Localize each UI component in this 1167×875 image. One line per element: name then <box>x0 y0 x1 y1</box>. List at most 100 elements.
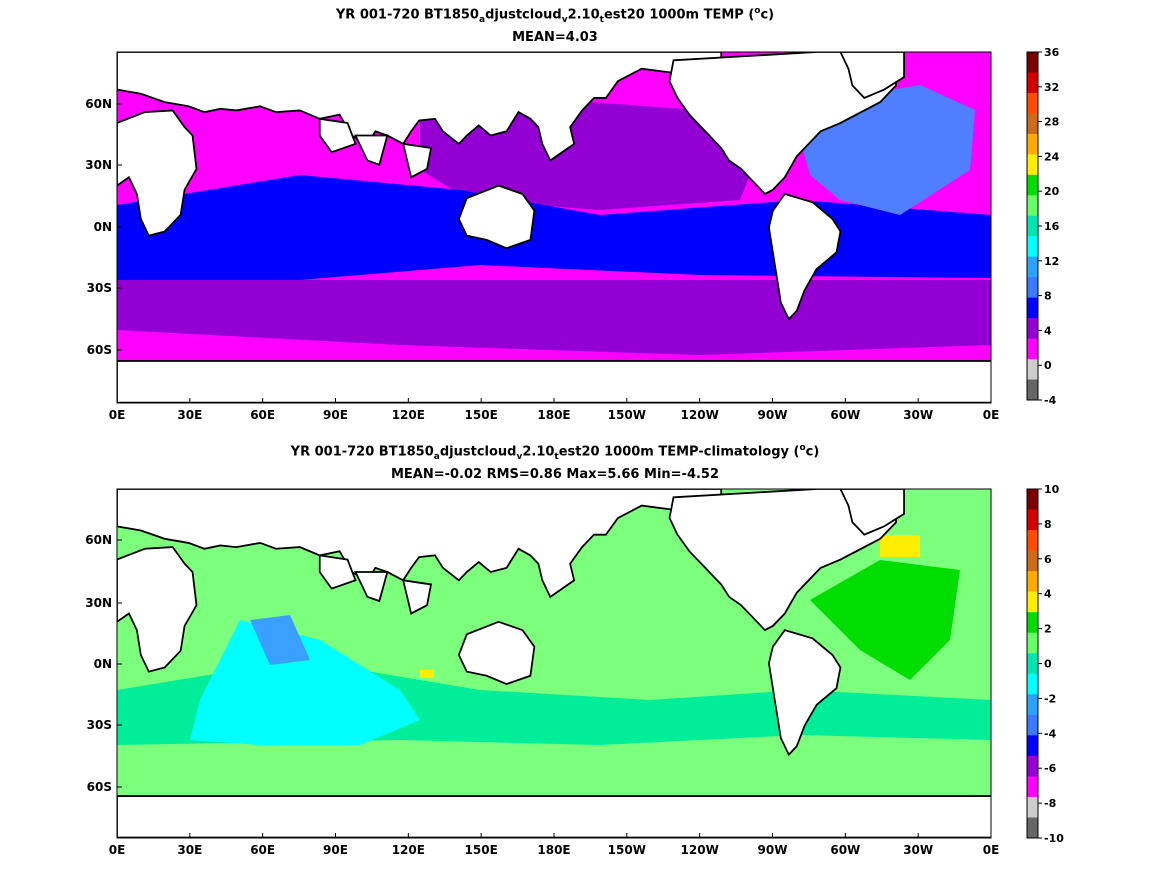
colorbar-swatch <box>1027 133 1038 155</box>
x-tick-label: 60W <box>830 843 860 857</box>
bottom-map-subtitle: MEAN=-0.02 RMS=0.86 Max=5.66 Min=-4.52 <box>390 467 720 482</box>
bottom-y-ticks: 60N 30N 0N 30S 60S <box>85 533 122 794</box>
x-tick-label: 90E <box>323 408 348 422</box>
x-tick-label: 120E <box>392 843 425 857</box>
bottom-field-green-natl <box>810 560 960 680</box>
x-tick-label: 90E <box>323 843 348 857</box>
top-field-purple-south <box>117 280 991 355</box>
top-colorbar: 36 32 28 24 20 16 12 8 4 0 -4 <box>1026 46 1060 407</box>
x-tick-label: 0E <box>983 843 1000 857</box>
colorbar-swatch <box>1027 550 1038 572</box>
x-tick-label: 30W <box>903 843 933 857</box>
title-sub: v <box>561 14 568 25</box>
y-tick-label: 30N <box>85 596 112 610</box>
colorbar-swatch <box>1027 755 1038 777</box>
top-map-subtitle: MEAN=4.03 <box>512 30 598 45</box>
top-x-ticks: 0E 30E 60E 90E 120E 150E 180E 150W 120W 90W 60W 30W… <box>109 398 1000 422</box>
x-tick-label: 0E <box>109 408 126 422</box>
bottom-x-ticks: 0E 30E 60E 90E 120E 150E 180E 150W 120W 90W 60W 30W… <box>109 833 1000 857</box>
colorbar-swatch <box>1027 694 1038 716</box>
x-tick-label: 120E <box>392 408 425 422</box>
colorbar-swatch <box>1027 256 1038 278</box>
y-tick-label: 30N <box>85 158 112 172</box>
title-sub: v <box>516 451 523 462</box>
bottom-field-yellow-natl <box>880 535 920 557</box>
title-text: c) <box>760 7 775 23</box>
colorbar-swatch <box>1027 359 1038 381</box>
colorbar-tick-label: 4 <box>1044 324 1052 337</box>
title-text: djustcloud <box>485 7 562 23</box>
colorbar-swatch <box>1027 509 1038 531</box>
title-sup: o <box>799 443 806 453</box>
colorbar-swatch <box>1027 817 1038 839</box>
top-y-ticks: 60N 30N 0N 30S 60S <box>85 97 122 357</box>
x-tick-label: 150E <box>465 408 498 422</box>
colorbar-tick-label: 16 <box>1044 220 1060 233</box>
bottom-map-title: YR 001-720 BT1850adjustcloudv2.10test20 … <box>0 443 1110 462</box>
colorbar-tick-label: 6 <box>1044 553 1052 566</box>
colorbar-swatch <box>1027 318 1038 340</box>
title-text: 2.10 <box>567 7 600 23</box>
colorbar-tick-label: -10 <box>1044 832 1064 845</box>
y-tick-label: 0N <box>94 657 112 671</box>
colorbar-tick-label: -2 <box>1044 692 1056 705</box>
title-sub: a <box>433 451 440 462</box>
title-sub: t <box>599 14 604 25</box>
y-tick-label: 30S <box>87 718 112 732</box>
colorbar-swatch <box>1027 673 1038 695</box>
colorbar-tick-label: 12 <box>1044 255 1059 268</box>
colorbar-swatch <box>1027 154 1038 176</box>
x-tick-label: 30E <box>177 408 202 422</box>
colorbar-swatch <box>1027 571 1038 593</box>
title-text: 2.10 <box>522 444 555 460</box>
x-tick-label: 0E <box>109 843 126 857</box>
x-tick-label: 150E <box>465 843 498 857</box>
x-tick-label: 120W <box>681 408 719 422</box>
colorbar-tick-label: 20 <box>1044 185 1060 198</box>
x-tick-label: 120W <box>681 843 719 857</box>
x-tick-label: 30E <box>177 843 202 857</box>
colorbar-tick-label: 0 <box>1044 359 1052 372</box>
colorbar-swatch <box>1027 277 1038 299</box>
colorbar-tick-label: 36 <box>1044 46 1060 59</box>
x-tick-label: 180E <box>537 408 570 422</box>
colorbar-tick-label: 10 <box>1044 483 1060 496</box>
colorbar-tick-label: 8 <box>1044 290 1052 303</box>
colorbar-swatch <box>1027 735 1038 757</box>
title-sub: a <box>478 14 486 25</box>
colorbar-tick-label: -6 <box>1044 762 1057 775</box>
title-sub: t <box>554 451 559 462</box>
x-tick-label: 90W <box>758 408 788 422</box>
title-text: c) <box>805 444 820 460</box>
title-text: YR 001-720 BT1850 <box>335 7 479 23</box>
y-tick-label: 60S <box>87 343 112 357</box>
colorbar-tick-label: 28 <box>1044 116 1059 129</box>
top-map: 0E 30E 60E 90E 120E 150E 180E 150W 120W 90W 60W 30W… <box>85 46 1059 422</box>
colorbar-tick-label: -8 <box>1044 797 1056 810</box>
bottom-colorbar: 10 8 6 4 2 0 -2 -4 -6 -8 -10 <box>1026 483 1064 845</box>
x-tick-label: 30W <box>903 408 933 422</box>
title-text: djustcloud <box>439 444 517 460</box>
colorbar-swatch <box>1027 92 1038 114</box>
y-tick-label: 60N <box>85 533 112 547</box>
bottom-field-blue-arabian <box>250 615 310 665</box>
colorbar-tick-label: -4 <box>1044 727 1057 740</box>
title-text: YR 001-720 BT1850 <box>290 444 434 460</box>
title-sup: o <box>754 6 761 16</box>
bottom-field-yellow-indo <box>420 670 434 678</box>
colorbar-swatch <box>1027 612 1038 634</box>
bottom-map: 0E 30E 60E 90E 120E 150E 180E 150W 120W 90W 60W 30W… <box>85 483 1064 857</box>
x-tick-label: 60W <box>830 408 860 422</box>
colorbar-tick-label: 32 <box>1044 81 1059 94</box>
bottom-field-cyan <box>190 620 420 745</box>
colorbar-swatch <box>1027 174 1038 196</box>
colorbar-swatch <box>1027 338 1038 360</box>
colorbar-swatch <box>1027 52 1038 73</box>
top-map-field <box>117 52 991 403</box>
colorbar-tick-label: 8 <box>1044 518 1052 531</box>
title-text: est20 1000m TEMP ( <box>603 7 755 23</box>
x-tick-label: 0E <box>983 408 1000 422</box>
colorbar-tick-label: 2 <box>1044 623 1052 636</box>
x-tick-label: 60E <box>250 843 275 857</box>
